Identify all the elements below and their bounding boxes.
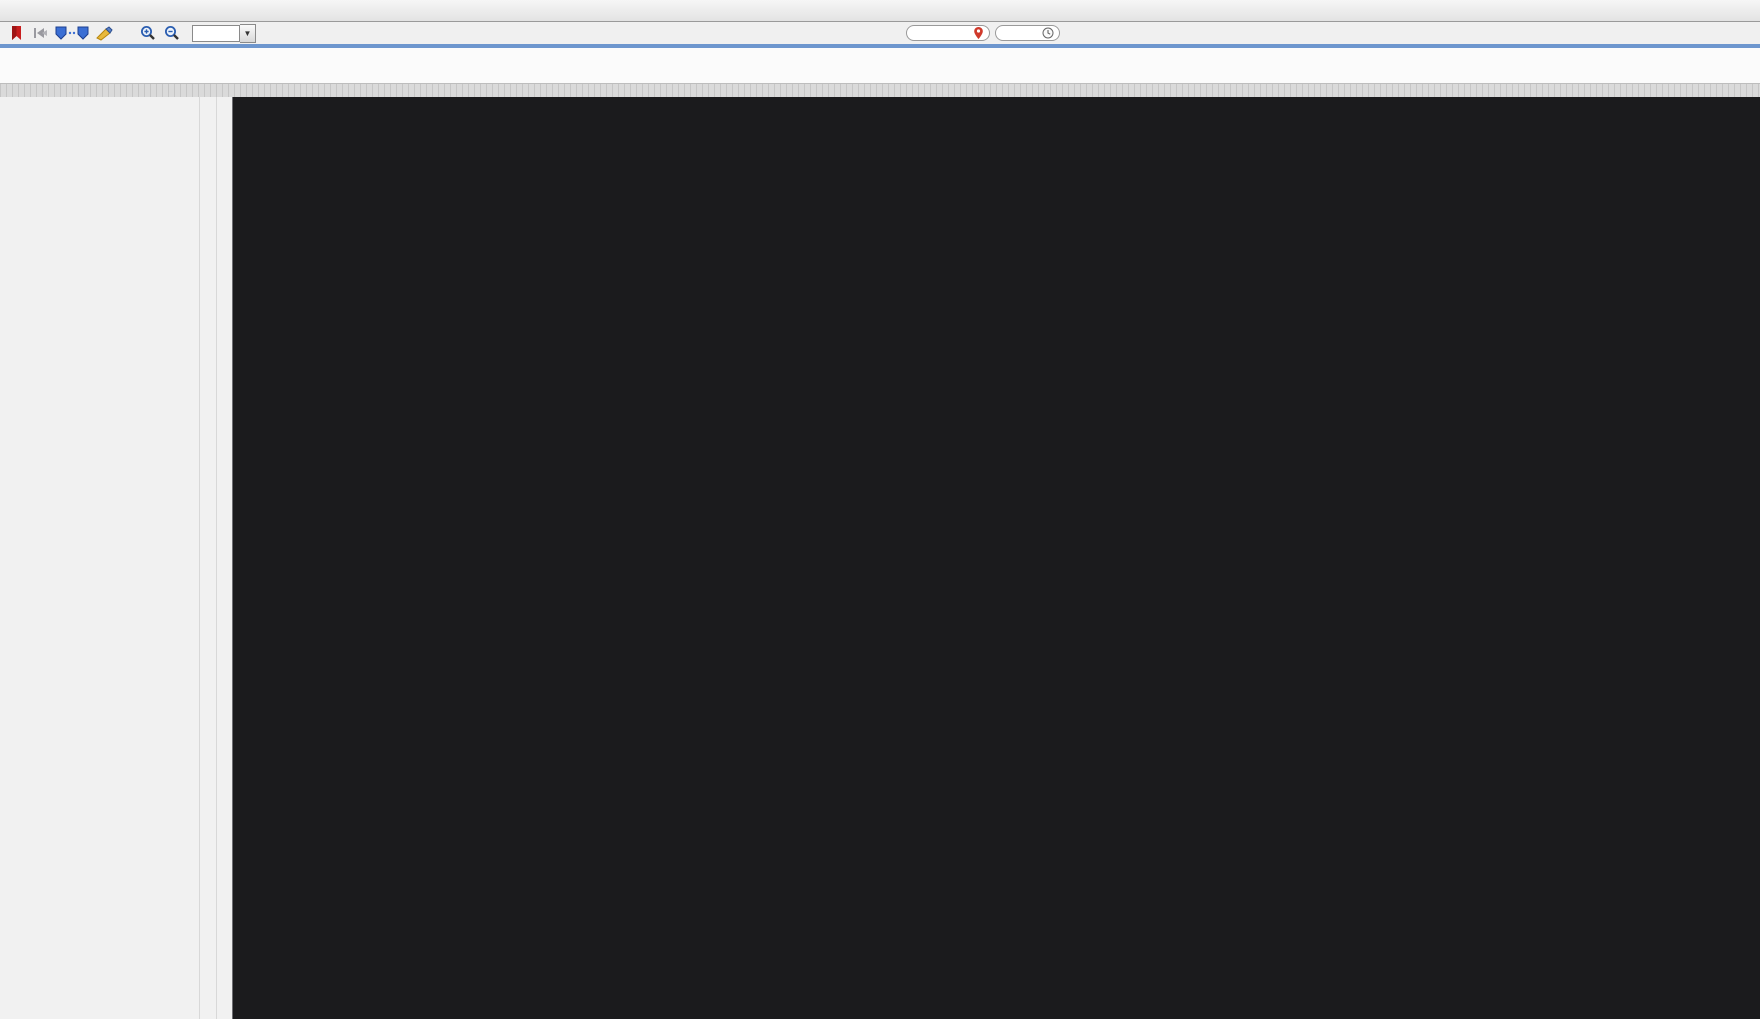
tab-bar bbox=[0, 0, 1760, 22]
toolbar: ▼ bbox=[0, 22, 1760, 44]
chevron-down-icon[interactable]: ▼ bbox=[240, 23, 256, 43]
clock-icon bbox=[1042, 27, 1054, 39]
sidebar-column-divider bbox=[216, 97, 217, 1019]
prev-marker-icon[interactable] bbox=[30, 24, 50, 42]
chart-area[interactable] bbox=[233, 97, 1760, 1019]
brush-icon[interactable] bbox=[94, 24, 114, 42]
sidebar bbox=[0, 97, 233, 1019]
ruler-activity-band bbox=[0, 83, 1760, 97]
time-ruler[interactable] bbox=[0, 48, 1760, 97]
bookmark-icon[interactable] bbox=[6, 24, 26, 42]
total-time-field[interactable] bbox=[995, 25, 1060, 41]
resolution-dropdown[interactable]: ▼ bbox=[192, 23, 256, 43]
resolution-value[interactable] bbox=[192, 24, 240, 42]
zoom-out-icon[interactable] bbox=[162, 24, 182, 42]
pin-icon bbox=[974, 27, 983, 39]
selection-bar bbox=[0, 44, 1760, 48]
caret-time-field[interactable] bbox=[906, 25, 990, 41]
markers-icon[interactable] bbox=[54, 24, 90, 42]
zoom-in-icon[interactable] bbox=[138, 24, 158, 42]
sidebar-column-divider bbox=[199, 97, 200, 1019]
